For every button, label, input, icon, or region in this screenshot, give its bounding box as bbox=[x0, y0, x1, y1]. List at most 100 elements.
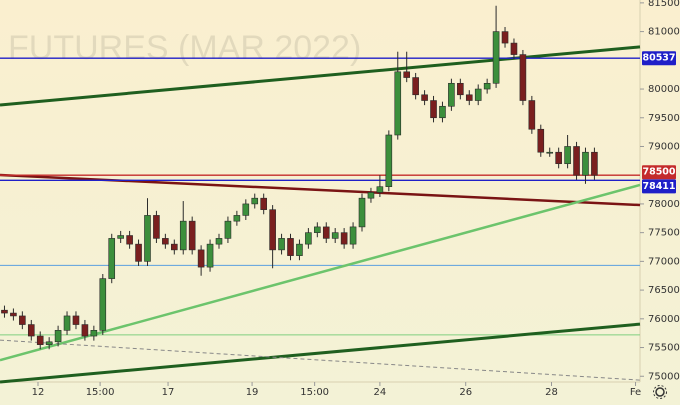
candle-body bbox=[287, 238, 294, 256]
watermark-title: FUTURES (MAR 2022) bbox=[8, 29, 361, 67]
price-tag bbox=[642, 51, 676, 66]
candle-body bbox=[27, 324, 35, 337]
candle-body bbox=[153, 215, 160, 239]
y-tick-label: 81000 bbox=[648, 27, 680, 38]
candle-body bbox=[305, 232, 312, 245]
price-tag-label: 78500 bbox=[642, 167, 675, 178]
candle-body bbox=[117, 235, 124, 239]
candle-body bbox=[555, 151, 562, 165]
candle-body bbox=[546, 151, 554, 154]
y-tick-label: 75500 bbox=[648, 343, 680, 354]
x-tick-label: 12 bbox=[32, 387, 45, 398]
candle-body bbox=[591, 151, 598, 176]
y-tick-label: 77500 bbox=[648, 228, 680, 239]
candle-body bbox=[403, 71, 411, 78]
candle-body bbox=[1, 309, 8, 314]
candle-body bbox=[340, 232, 348, 245]
candle-body bbox=[90, 330, 98, 337]
candle-body bbox=[99, 278, 107, 331]
candle-body bbox=[10, 312, 17, 317]
x-tick-label: 24 bbox=[374, 387, 387, 398]
trend-line bbox=[0, 45, 641, 107]
candle-body bbox=[573, 146, 580, 176]
y-tick-label: 80000 bbox=[648, 84, 680, 95]
candle-body bbox=[501, 31, 509, 44]
candle-body bbox=[197, 249, 205, 268]
candle-body bbox=[144, 215, 151, 262]
candle-body bbox=[448, 82, 455, 107]
candle-body bbox=[278, 238, 285, 251]
x-tick-label: Fe bbox=[630, 387, 641, 398]
y-tick-label: 75000 bbox=[648, 371, 680, 382]
candle-body bbox=[457, 82, 464, 96]
candle-body bbox=[135, 243, 142, 262]
candle-body bbox=[72, 315, 80, 325]
trend-line bbox=[0, 183, 641, 362]
candle-body bbox=[331, 232, 339, 239]
price-tag bbox=[642, 179, 676, 194]
candle-body bbox=[376, 186, 384, 193]
candle-body bbox=[519, 54, 527, 101]
candle-body bbox=[126, 235, 133, 245]
trend-line bbox=[0, 322, 641, 384]
price-tag-label: 80537 bbox=[642, 53, 675, 64]
candle-body bbox=[81, 324, 89, 337]
y-tick-label: 76500 bbox=[648, 285, 680, 296]
candle-body bbox=[322, 226, 330, 239]
candle-body bbox=[251, 197, 259, 205]
candle-body bbox=[510, 42, 518, 55]
x-tick-label: 15:00 bbox=[300, 387, 329, 398]
candle-body bbox=[269, 209, 276, 251]
candle-body bbox=[63, 315, 71, 331]
candle-body bbox=[385, 134, 393, 187]
trend-line bbox=[0, 339, 641, 381]
candle-body bbox=[36, 335, 44, 345]
candle-body bbox=[358, 197, 366, 228]
candle-body bbox=[421, 94, 428, 101]
candle-body bbox=[528, 100, 536, 130]
settings-icon[interactable] bbox=[653, 385, 667, 399]
candle-body bbox=[242, 203, 250, 216]
candle-body bbox=[260, 197, 267, 210]
candle-body bbox=[224, 220, 232, 239]
candle-body bbox=[179, 220, 187, 251]
candle-body bbox=[314, 226, 321, 233]
x-tick-label: 17 bbox=[162, 387, 175, 398]
y-tick-label: 79500 bbox=[648, 113, 680, 124]
x-tick-label: 15:00 bbox=[86, 387, 115, 398]
candle-body bbox=[537, 128, 545, 153]
candle-body bbox=[430, 100, 437, 119]
candle-body bbox=[474, 88, 482, 101]
candle-body bbox=[349, 226, 357, 245]
y-tick-label: 77000 bbox=[648, 256, 680, 267]
y-tick-label: 81500 bbox=[648, 0, 680, 9]
candle-body bbox=[45, 341, 53, 345]
candle-body bbox=[108, 238, 116, 279]
candle-body bbox=[465, 94, 473, 101]
candle-body bbox=[54, 330, 62, 343]
candle-body bbox=[206, 243, 214, 268]
candle-body bbox=[492, 31, 500, 84]
y-tick-label: 76000 bbox=[648, 314, 680, 325]
y-tick-label: 78000 bbox=[648, 199, 680, 210]
candle-body bbox=[582, 151, 589, 176]
candle-body bbox=[367, 192, 375, 199]
candle-body bbox=[162, 238, 169, 245]
candle-body bbox=[394, 71, 402, 136]
y-tick-label: 79000 bbox=[648, 141, 680, 152]
x-tick-label: 28 bbox=[545, 387, 558, 398]
candle-body bbox=[233, 215, 241, 222]
x-tick-label: 19 bbox=[246, 387, 259, 398]
price-tag bbox=[642, 165, 676, 180]
candle-body bbox=[171, 243, 178, 251]
candle-body bbox=[296, 243, 303, 256]
candle-body bbox=[564, 146, 571, 165]
candle-body bbox=[439, 105, 446, 119]
candle-body bbox=[483, 82, 491, 90]
x-tick-label: 26 bbox=[459, 387, 472, 398]
candle-body bbox=[412, 77, 419, 96]
candle-body bbox=[188, 220, 196, 251]
candle-body bbox=[215, 238, 223, 245]
price-tag-label: 78411 bbox=[642, 181, 675, 192]
